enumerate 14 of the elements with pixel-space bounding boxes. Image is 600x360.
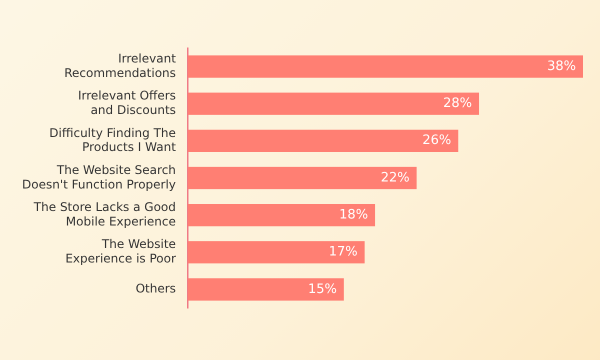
data-label: 38% [547, 58, 576, 74]
data-label: 22% [380, 170, 410, 186]
y-tick-label: The Website Search Doesn't Function Properly [22, 162, 176, 192]
data-label: 26% [422, 133, 452, 148]
data-label: 15% [308, 282, 337, 297]
y-tick-label: The Website Experience is Poor [65, 237, 176, 266]
data-label: 17% [328, 244, 358, 260]
y-tick-label: Irrelevant Offers and Discounts [78, 88, 176, 118]
y-tick-label: Others [136, 282, 176, 296]
y-tick-label: Difficulty Finding The Products I Want [49, 126, 176, 154]
data-label: 28% [443, 96, 472, 112]
data-label: 18% [339, 208, 368, 223]
y-tick-label: The Store Lacks a Good Mobile Experience [32, 200, 176, 228]
y-tick-label: Irrelevant Recommendations [64, 51, 176, 80]
